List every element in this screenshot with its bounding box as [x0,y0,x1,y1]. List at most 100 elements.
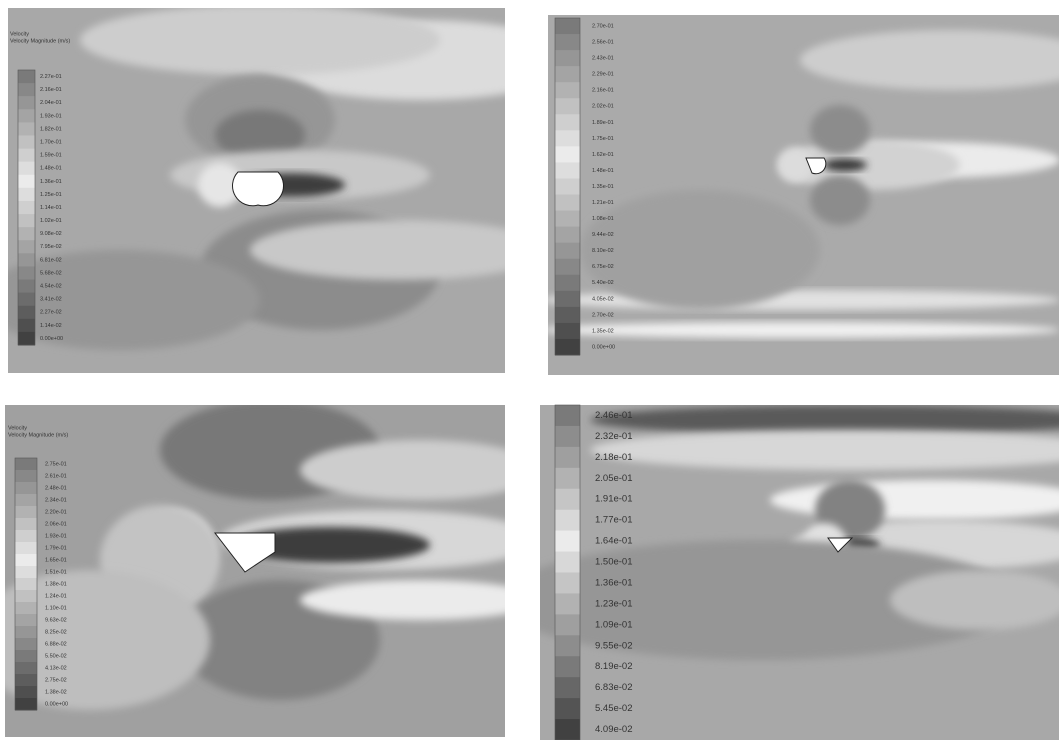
legend-label: 0.00e+00 [45,701,68,707]
legend-swatch [15,638,37,651]
legend-swatch [555,552,580,573]
legend-swatch [555,677,580,698]
legend-swatch [555,593,580,614]
legend-label: 1.75e-01 [592,136,614,142]
legend-swatch [555,66,580,83]
legend-swatch [555,195,580,212]
legend-label: 2.70e-01 [592,23,614,29]
legend-label: 2.46e-01 [595,410,633,421]
legend-swatch [18,293,35,307]
legend-label: 1.25e-01 [40,192,62,198]
contour-field [0,400,540,737]
legend-swatch [555,211,580,228]
legend-label: 1.24e-01 [45,593,67,599]
contour-field [540,15,1059,375]
legend-label: 1.77e-01 [595,515,633,526]
legend-label: 0.00e+00 [592,344,615,350]
panel-header: Velocity [10,31,29,37]
legend-swatch [18,253,35,267]
legend-swatch [555,468,580,489]
legend-label: 2.04e-01 [40,100,62,106]
flow-region [777,147,813,183]
legend-swatch [555,510,580,531]
legend-label: 5.68e-02 [40,270,62,276]
legend-swatch [18,96,35,110]
legend-swatch [555,34,580,51]
legend-swatch [18,109,35,123]
legend-label: 2.29e-01 [592,72,614,78]
legend-swatch [18,266,35,280]
legend-swatch [555,98,580,115]
legend-label: 2.70e-02 [592,312,614,318]
obstacle [233,172,284,206]
legend-label: 1.38e-01 [45,581,67,587]
legend-label: 4.05e-02 [592,296,614,302]
legend-swatch [555,18,580,35]
legend-label: 1.36e-01 [40,179,62,185]
legend-label: 2.20e-01 [45,509,67,515]
legend-swatch [18,135,35,149]
legend-swatch [555,291,580,308]
legend-swatch [555,259,580,276]
legend-label: 1.36e-01 [595,577,633,588]
legend-label: 1.10e-01 [45,605,67,611]
flow-region [540,322,1059,338]
legend-label: 1.02e-01 [40,218,62,224]
legend-label: 1.65e-01 [45,557,67,563]
legend-label: 2.05e-01 [595,473,633,484]
legend-swatch [15,614,37,627]
legend-label: 7.95e-02 [40,244,62,250]
legend-swatch [18,240,35,254]
legend-swatch [15,470,37,483]
legend-swatch [555,531,580,552]
flow-region [300,580,540,620]
legend-swatch [555,114,580,131]
legend-label: 1.89e-01 [592,120,614,126]
legend-label: 2.27e-01 [40,74,62,80]
legend-label: 9.08e-02 [40,231,62,237]
legend-swatch [18,83,35,97]
legend-swatch [15,518,37,531]
legend-label: 2.16e-01 [40,87,62,93]
legend-swatch [555,178,580,195]
legend-swatch [555,275,580,292]
legend-swatch [18,306,35,320]
legend-swatch [15,494,37,507]
legend-label: 1.50e-01 [595,557,633,568]
legend-label: 1.35e-01 [592,184,614,190]
legend-label: 1.35e-02 [592,328,614,334]
legend-label: 2.18e-01 [595,452,633,463]
legend-swatch [15,554,37,567]
legend-label: 1.48e-01 [40,166,62,172]
legend-swatch [555,656,580,677]
legend-swatch [18,175,35,189]
legend-swatch [555,50,580,67]
legend-swatch [555,635,580,656]
legend-label: 2.06e-01 [45,521,67,527]
legend-label: 2.56e-01 [592,40,614,46]
legend-label: 0.00e+00 [40,336,63,342]
legend-label: 2.75e-02 [45,677,67,683]
legend-label: 1.93e-01 [40,113,62,119]
legend-label: 1.64e-01 [595,536,633,547]
legend-label: 1.51e-01 [45,569,67,575]
legend-label: 1.09e-01 [595,619,633,630]
legend-label: 9.44e-02 [592,232,614,238]
legend-label: 2.16e-01 [592,88,614,94]
panel-header: Velocity Magnitude (m/s) [10,38,70,44]
legend-label: 5.40e-02 [592,280,614,286]
legend-swatch [15,662,37,675]
legend-swatch [18,201,35,215]
legend-swatch [18,149,35,163]
legend-swatch [15,590,37,603]
legend-swatch [18,214,35,228]
legend-label: 6.81e-02 [40,257,62,263]
legend-label: 2.75e-01 [45,461,67,467]
legend-swatch [555,307,580,324]
legend-swatch [15,650,37,663]
legend-swatch [555,243,580,260]
legend-label: 2.02e-01 [592,104,614,110]
legend-swatch [15,482,37,495]
legend-swatch [15,578,37,591]
legend-label: 1.23e-01 [595,598,633,609]
